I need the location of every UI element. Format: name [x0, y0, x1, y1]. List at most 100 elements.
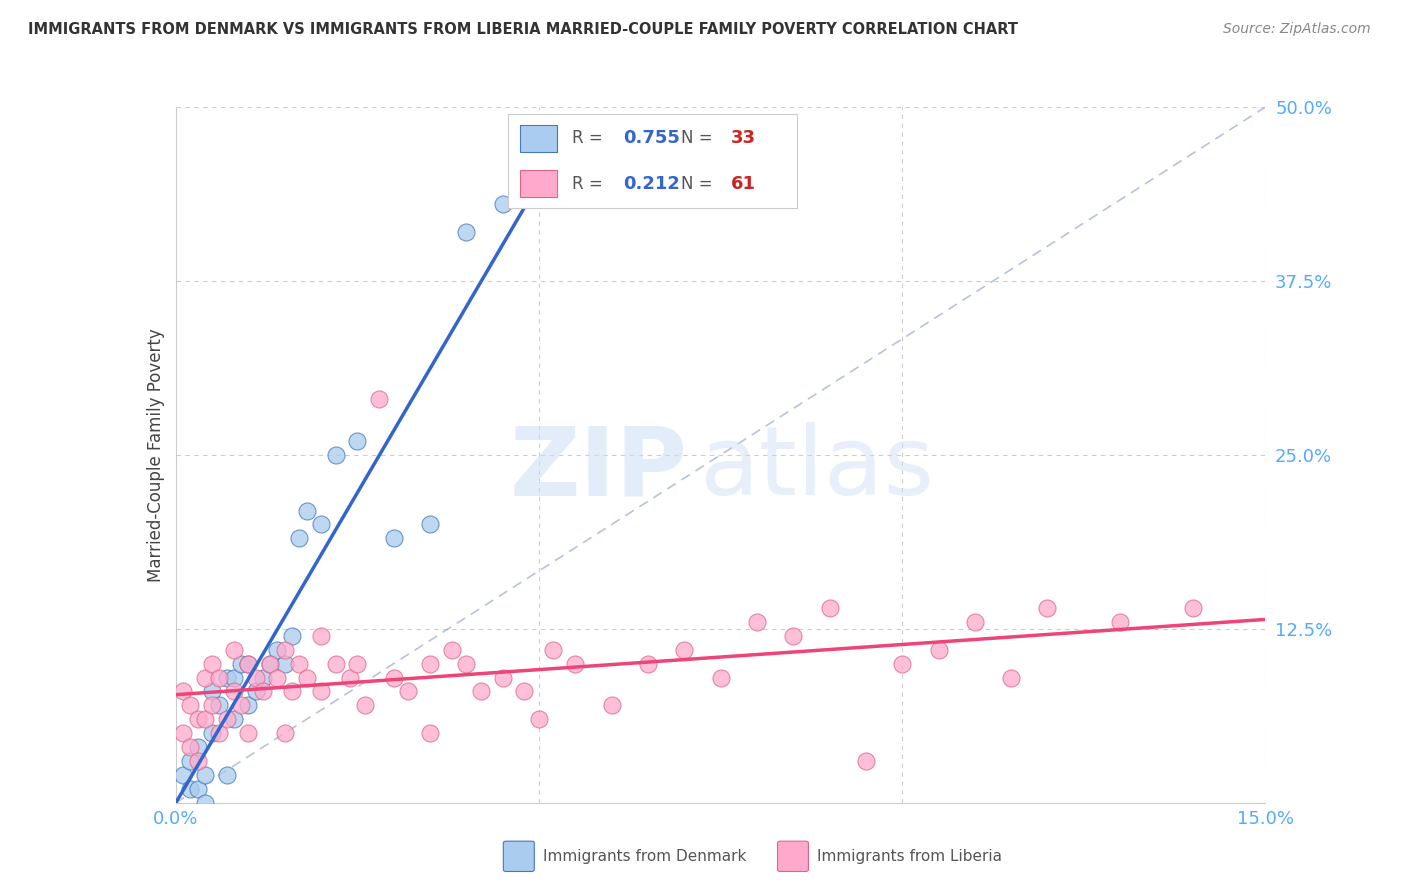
Point: [208, 726, 231, 740]
Point: [201, 726, 224, 740]
Point: [215, 671, 238, 685]
Point: [543, 642, 565, 657]
Point: [637, 657, 659, 671]
Point: [238, 657, 260, 671]
Point: [266, 642, 288, 657]
Point: [238, 657, 260, 671]
Point: [600, 698, 623, 713]
Point: [527, 169, 550, 184]
Point: [295, 671, 318, 685]
Point: [745, 615, 768, 629]
Point: [309, 629, 332, 643]
Point: [368, 392, 391, 407]
Point: [309, 684, 332, 698]
Point: [1036, 601, 1059, 615]
Point: [564, 657, 586, 671]
Point: [194, 796, 217, 810]
Point: [194, 712, 217, 726]
Point: [201, 657, 224, 671]
Point: [295, 503, 318, 517]
Point: [818, 601, 841, 615]
Point: [245, 684, 267, 698]
Point: [710, 671, 733, 685]
Point: [382, 532, 405, 546]
Text: Immigrants from Liberia: Immigrants from Liberia: [817, 849, 1002, 863]
Point: [673, 642, 696, 657]
Point: [288, 532, 311, 546]
Point: [222, 712, 245, 726]
Point: [353, 698, 375, 713]
Point: [215, 712, 238, 726]
Point: [1181, 601, 1204, 615]
Point: [238, 698, 260, 713]
Point: [231, 657, 253, 671]
Point: [346, 657, 368, 671]
Point: [419, 517, 441, 532]
Text: ZIP: ZIP: [510, 422, 688, 516]
Point: [186, 712, 209, 726]
Point: [456, 225, 478, 239]
Point: [855, 754, 877, 768]
Point: [231, 698, 253, 713]
Point: [281, 629, 304, 643]
Point: [513, 684, 536, 698]
Point: [208, 671, 231, 685]
Text: Immigrants from Denmark: Immigrants from Denmark: [543, 849, 747, 863]
Point: [172, 684, 194, 698]
Point: [527, 712, 550, 726]
Point: [382, 671, 405, 685]
Point: [891, 657, 914, 671]
Point: [274, 726, 297, 740]
Point: [222, 671, 245, 685]
Point: [194, 768, 217, 782]
Y-axis label: Married-Couple Family Poverty: Married-Couple Family Poverty: [146, 328, 165, 582]
Point: [492, 197, 515, 211]
Point: [339, 671, 361, 685]
Point: [266, 671, 288, 685]
Point: [396, 684, 419, 698]
Point: [346, 434, 368, 448]
Point: [1109, 615, 1132, 629]
Point: [782, 629, 804, 643]
Point: [259, 657, 281, 671]
Point: [288, 657, 311, 671]
Point: [419, 726, 441, 740]
Point: [440, 642, 463, 657]
Point: [186, 781, 209, 796]
Point: [492, 671, 515, 685]
Point: [172, 726, 194, 740]
Point: [419, 657, 441, 671]
Point: [274, 657, 297, 671]
Point: [179, 781, 201, 796]
Point: [245, 671, 267, 685]
Point: [179, 754, 201, 768]
Point: [281, 684, 304, 698]
Point: [201, 684, 224, 698]
Point: [186, 754, 209, 768]
Point: [208, 698, 231, 713]
Point: [470, 684, 492, 698]
Point: [928, 642, 950, 657]
Point: [1000, 671, 1022, 685]
Point: [201, 698, 224, 713]
Point: [274, 642, 297, 657]
Point: [963, 615, 986, 629]
Point: [215, 768, 238, 782]
Text: IMMIGRANTS FROM DENMARK VS IMMIGRANTS FROM LIBERIA MARRIED-COUPLE FAMILY POVERTY: IMMIGRANTS FROM DENMARK VS IMMIGRANTS FR…: [28, 22, 1018, 37]
Point: [252, 671, 274, 685]
Point: [325, 657, 347, 671]
Point: [238, 726, 260, 740]
Point: [259, 657, 281, 671]
Point: [222, 642, 245, 657]
Point: [172, 768, 194, 782]
Point: [186, 740, 209, 755]
Point: [309, 517, 332, 532]
Point: [456, 657, 478, 671]
Point: [194, 671, 217, 685]
Point: [179, 698, 201, 713]
Point: [179, 740, 201, 755]
Point: [325, 448, 347, 462]
Point: [222, 684, 245, 698]
Point: [252, 684, 274, 698]
Text: Source: ZipAtlas.com: Source: ZipAtlas.com: [1223, 22, 1371, 37]
